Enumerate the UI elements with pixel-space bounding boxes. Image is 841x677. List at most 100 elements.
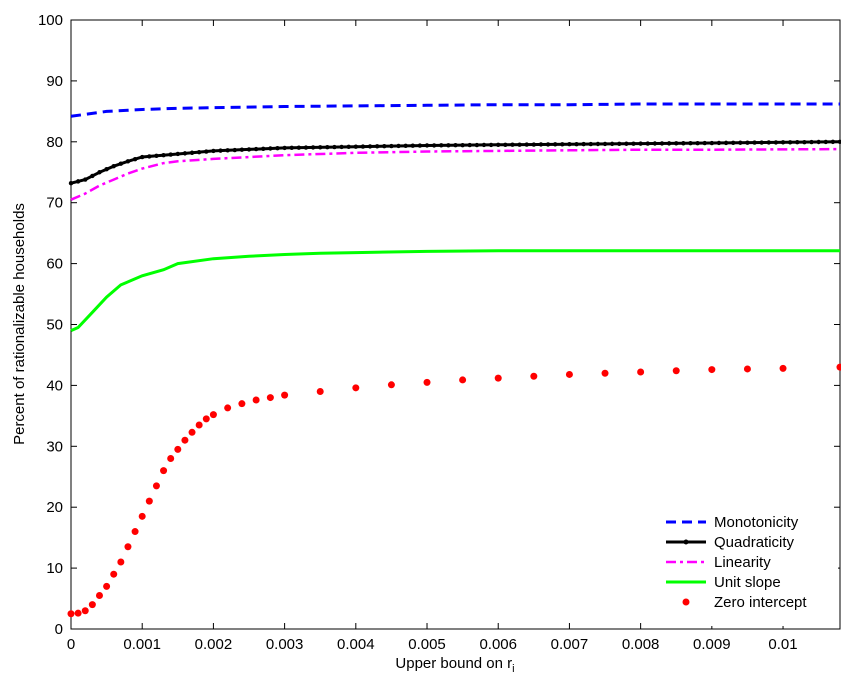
x-tick-label: 0.009: [693, 636, 731, 653]
series-point-zero-intercept: [103, 582, 111, 590]
series-marker-quadraticity: [752, 140, 757, 145]
series-marker-quadraticity: [645, 141, 650, 146]
x-tick-label: 0: [67, 636, 75, 653]
series-marker-quadraticity: [638, 141, 643, 146]
series-marker-quadraticity: [738, 140, 743, 145]
x-axis-label-subscript: i: [512, 663, 514, 675]
series-marker-quadraticity: [424, 143, 430, 148]
series-point-zero-intercept: [88, 601, 96, 609]
series-point-zero-intercept: [188, 428, 196, 436]
series-marker-quadraticity: [410, 143, 415, 148]
series-marker-quadraticity: [125, 159, 131, 164]
series-marker-quadraticity: [837, 139, 841, 144]
series-marker-quadraticity: [218, 148, 223, 153]
series-point-zero-intercept: [316, 387, 324, 395]
series-marker-quadraticity: [481, 142, 487, 148]
x-axis-label-main: Upper bound on r: [395, 655, 512, 672]
series-marker-quadraticity: [132, 156, 138, 162]
series-marker-quadraticity: [759, 140, 764, 145]
series-marker-quadraticity: [325, 144, 330, 150]
series-point-zero-intercept: [238, 400, 246, 408]
series-marker-quadraticity: [282, 145, 287, 151]
series-marker-quadraticity: [588, 141, 593, 147]
series-marker-quadraticity: [104, 167, 109, 172]
series-marker-quadraticity: [360, 144, 366, 149]
x-tick-label: 0.002: [195, 636, 233, 653]
series-marker-quadraticity: [709, 140, 715, 146]
y-tick-label: 40: [46, 377, 63, 394]
series-point-zero-intercept: [209, 411, 217, 419]
series-marker-quadraticity: [446, 143, 451, 148]
series-marker-quadraticity: [339, 144, 344, 150]
series-marker-quadraticity: [830, 139, 836, 145]
series-marker-quadraticity: [574, 141, 579, 147]
series-marker-quadraticity: [474, 142, 480, 148]
series-marker-quadraticity: [780, 140, 786, 145]
series-point-zero-intercept: [266, 394, 274, 402]
series-marker-quadraticity: [196, 149, 202, 155]
series-marker-quadraticity: [809, 139, 814, 145]
series-marker-quadraticity: [567, 142, 572, 147]
series-marker-quadraticity: [695, 140, 700, 146]
y-tick-label: 100: [38, 12, 63, 29]
series-marker-quadraticity: [68, 181, 74, 186]
legend-marker-quadraticity: [683, 539, 689, 545]
series-marker-quadraticity: [154, 153, 159, 159]
series-marker-quadraticity: [403, 143, 408, 149]
legend-label-zero-intercept: Zero intercept: [714, 594, 807, 611]
series-marker-quadraticity: [496, 142, 501, 148]
series-marker-quadraticity: [631, 141, 636, 146]
series-marker-quadraticity: [730, 140, 736, 146]
series-point-zero-intercept: [224, 404, 232, 412]
series-marker-quadraticity: [318, 145, 323, 150]
series-marker-quadraticity: [460, 142, 465, 148]
series-marker-quadraticity: [289, 145, 294, 150]
series-marker-quadraticity: [674, 141, 679, 146]
series-point-zero-intercept: [743, 365, 751, 373]
series-point-zero-intercept: [530, 372, 538, 380]
series-point-zero-intercept: [494, 374, 502, 382]
series-point-zero-intercept: [637, 368, 645, 376]
y-tick-label: 90: [46, 73, 63, 90]
series-marker-quadraticity: [816, 139, 821, 145]
series-marker-quadraticity: [609, 141, 615, 147]
series-marker-quadraticity: [268, 146, 273, 151]
series-marker-quadraticity: [595, 141, 601, 147]
series-point-zero-intercept: [423, 378, 431, 386]
y-tick-label: 20: [46, 499, 63, 516]
legend-item-zero-intercept: Zero intercept: [682, 594, 807, 611]
series-point-zero-intercept: [195, 421, 203, 429]
series-marker-quadraticity: [823, 139, 828, 145]
y-tick-label: 10: [46, 560, 63, 577]
axis-ticks: 0 0.001 0.002 0.003 0.004 0.005 0.006 0.007 0.00…: [38, 12, 840, 653]
legend-item-monotonicity: Monotonicity: [666, 514, 799, 531]
series-point-zero-intercept: [138, 512, 146, 520]
series-marker-quadraticity: [524, 142, 529, 147]
y-axis-label: Percent of rationalizable households: [11, 203, 28, 445]
series-marker-quadraticity: [275, 145, 280, 151]
x-tick-label: 0.01: [768, 636, 797, 653]
series-marker-quadraticity: [332, 144, 337, 150]
series-marker-quadraticity: [161, 152, 166, 158]
legend-label-linearity: Linearity: [714, 554, 771, 571]
series-marker-quadraticity: [531, 142, 537, 147]
series-marker-quadraticity: [225, 148, 230, 153]
series-marker-quadraticity: [75, 179, 81, 184]
series-point-zero-intercept: [352, 384, 360, 392]
series-point-zero-intercept: [174, 445, 182, 453]
y-tick-label: 60: [46, 256, 63, 273]
series-marker-quadraticity: [802, 139, 807, 145]
series-point-zero-intercept: [152, 482, 160, 490]
legend-item-linearity: Linearity: [666, 554, 771, 571]
series-point-zero-intercept: [836, 363, 841, 371]
series-marker-quadraticity: [488, 142, 494, 148]
legend-box: [660, 510, 838, 626]
x-tick-label: 0.005: [408, 636, 446, 653]
series-line-linearity: [70, 147, 841, 201]
series-layer: [67, 102, 841, 618]
series-point-zero-intercept: [67, 610, 75, 618]
legend-item-quadraticity: Quadraticity: [666, 534, 795, 551]
series-point-zero-intercept: [601, 369, 609, 377]
series-marker-quadraticity: [140, 154, 145, 160]
